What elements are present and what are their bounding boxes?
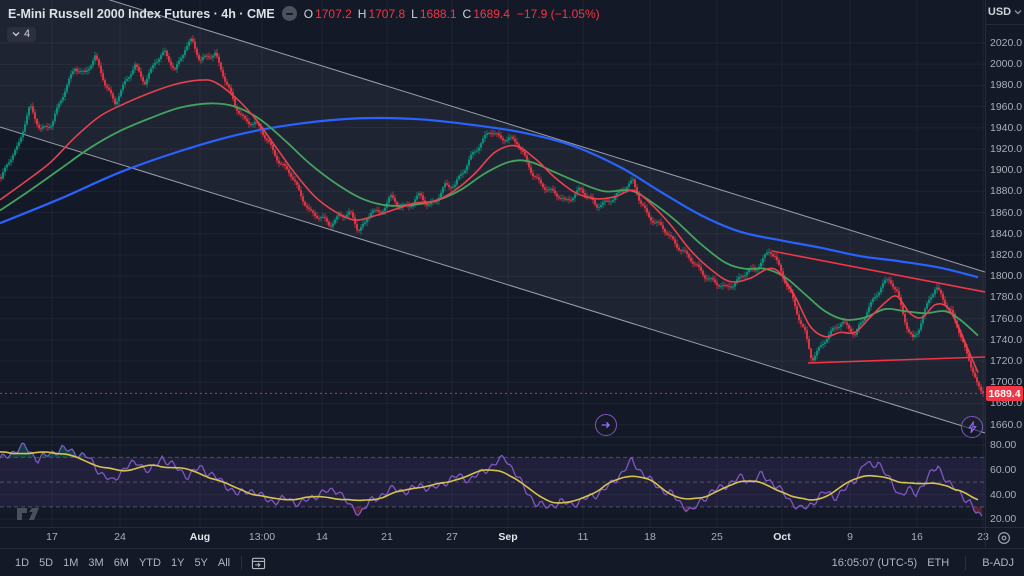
price-chart-canvas[interactable] <box>0 0 985 527</box>
rsi-axis-label: 40.00 <box>990 488 1017 501</box>
go-to-date-button[interactable] <box>248 554 269 572</box>
price-axis-label: 1740.0 <box>990 333 1023 346</box>
clock-display[interactable]: 16:05:07 (UTC-5) <box>831 556 918 569</box>
price-axis-border <box>985 0 986 548</box>
price-axis-label: 2000.0 <box>990 58 1023 71</box>
time-axis-label: 18 <box>644 531 656 543</box>
symbol-header: E-Mini Russell 2000 Index Futures · 4h ·… <box>8 6 600 21</box>
price-axis-label: 1760.0 <box>990 312 1023 325</box>
price-axis-label: 1800.0 <box>990 270 1023 283</box>
bottom-toolbar: 1D 5D 1M 3M 6M YTD 1Y 5Y All 16:05:07 (UTC-5) ET… <box>0 549 1024 576</box>
range-button-5y[interactable]: 5Y <box>194 556 208 569</box>
price-axis-label: 1960.0 <box>990 100 1023 113</box>
time-axis-label: Aug <box>189 531 211 543</box>
range-button-all[interactable]: All <box>217 556 231 569</box>
chevron-down-icon <box>1014 10 1022 15</box>
hidden-indicator-count: 4 <box>24 28 31 40</box>
range-button-ytd[interactable]: YTD <box>138 556 161 569</box>
calendar-icon <box>252 557 266 569</box>
time-axis-label: 13:00 <box>248 531 276 543</box>
ohlc-value: 1689.4 <box>473 6 510 21</box>
time-axis-label: Sep <box>498 531 518 543</box>
range-button-6m[interactable]: 6M <box>113 556 129 569</box>
range-button-3m[interactable]: 3M <box>88 556 104 569</box>
price-axis-label: 1820.0 <box>990 249 1023 261</box>
time-axis-label: 11 <box>577 531 589 543</box>
rsi-axis-label: 80.00 <box>990 439 1017 451</box>
time-axis-label: 9 <box>847 531 853 543</box>
chevron-down-icon <box>12 32 20 37</box>
range-button-1d[interactable]: 1D <box>15 556 30 569</box>
time-axis-label: 23 <box>977 531 989 543</box>
price-axis-label: 1900.0 <box>990 164 1023 177</box>
range-button-1m[interactable]: 1M <box>63 556 79 569</box>
replay-arrow-icon[interactable] <box>595 414 617 436</box>
time-axis-label: 14 <box>316 531 328 543</box>
ohlc-value: 1688.1 <box>419 6 457 21</box>
lightning-icon[interactable] <box>961 416 983 438</box>
time-axis-label: 27 <box>446 531 458 543</box>
price-axis-label: 1660.0 <box>990 418 1023 431</box>
ohlc-key: O <box>303 6 314 21</box>
price-axis-label: 1780.0 <box>990 291 1023 304</box>
time-axis-label: 16 <box>911 531 923 543</box>
ohlc-value: 1707.8 <box>368 6 406 21</box>
time-axis-label: 24 <box>114 531 126 543</box>
price-axis-label: 1920.0 <box>990 143 1023 155</box>
rsi-axis-label: 60.00 <box>990 463 1017 476</box>
legend-collapse-button[interactable]: 4 <box>7 27 37 42</box>
price-axis-label: 1720.0 <box>990 355 1023 367</box>
tradingview-logo <box>16 505 46 523</box>
price-axis-label: 1980.0 <box>990 79 1023 92</box>
price-axis-label: 1880.0 <box>990 185 1023 198</box>
time-axis-label: 17 <box>46 531 58 543</box>
ohlc-value: 1707.2 <box>315 6 352 21</box>
range-buttons: 1D 5D 1M 3M 6M YTD 1Y 5Y All <box>10 555 235 571</box>
adjustment-toggle[interactable]: B-ADJ <box>982 556 1014 569</box>
session-toggle[interactable]: ETH <box>927 556 950 569</box>
time-axis-label: Oct <box>773 531 791 543</box>
toolbar-divider <box>241 555 243 570</box>
toolbar-divider <box>965 555 967 570</box>
price-axis-label: 1700.0 <box>990 376 1023 389</box>
price-axis-label: 1860.0 <box>990 206 1023 219</box>
time-axis-label: 21 <box>381 531 393 543</box>
currency-button[interactable]: USD <box>986 0 1024 25</box>
rsi-axis-label: 20.00 <box>990 513 1017 526</box>
symbol-title[interactable]: E-Mini Russell 2000 Index Futures · 4h ·… <box>8 6 275 21</box>
price-axis-label: 1940.0 <box>990 121 1023 134</box>
range-button-5d[interactable]: 5D <box>39 556 54 569</box>
market-status-icon[interactable] <box>281 6 297 21</box>
ohlc-values: O 1707.2 H 1707.8 L 1688.1 C 1689.4 <box>304 7 510 21</box>
time-axis-border <box>0 527 1024 528</box>
price-axis-label: 2020.0 <box>990 37 1023 49</box>
currency-label: USD <box>987 6 1012 18</box>
change-value: −17.9 (−1.05%) <box>516 6 600 21</box>
ohlc-key: L <box>411 6 418 21</box>
toolbar-border <box>0 548 1024 549</box>
ohlc-key: H <box>357 6 367 21</box>
range-button-1y[interactable]: 1Y <box>170 556 185 569</box>
time-axis-settings-icon[interactable] <box>996 530 1012 546</box>
last-price-badge: 1689.4 <box>986 386 1023 402</box>
price-axis-label: 1840.0 <box>990 227 1023 240</box>
ohlc-key: C <box>462 6 472 21</box>
time-axis-label: 25 <box>711 531 723 543</box>
